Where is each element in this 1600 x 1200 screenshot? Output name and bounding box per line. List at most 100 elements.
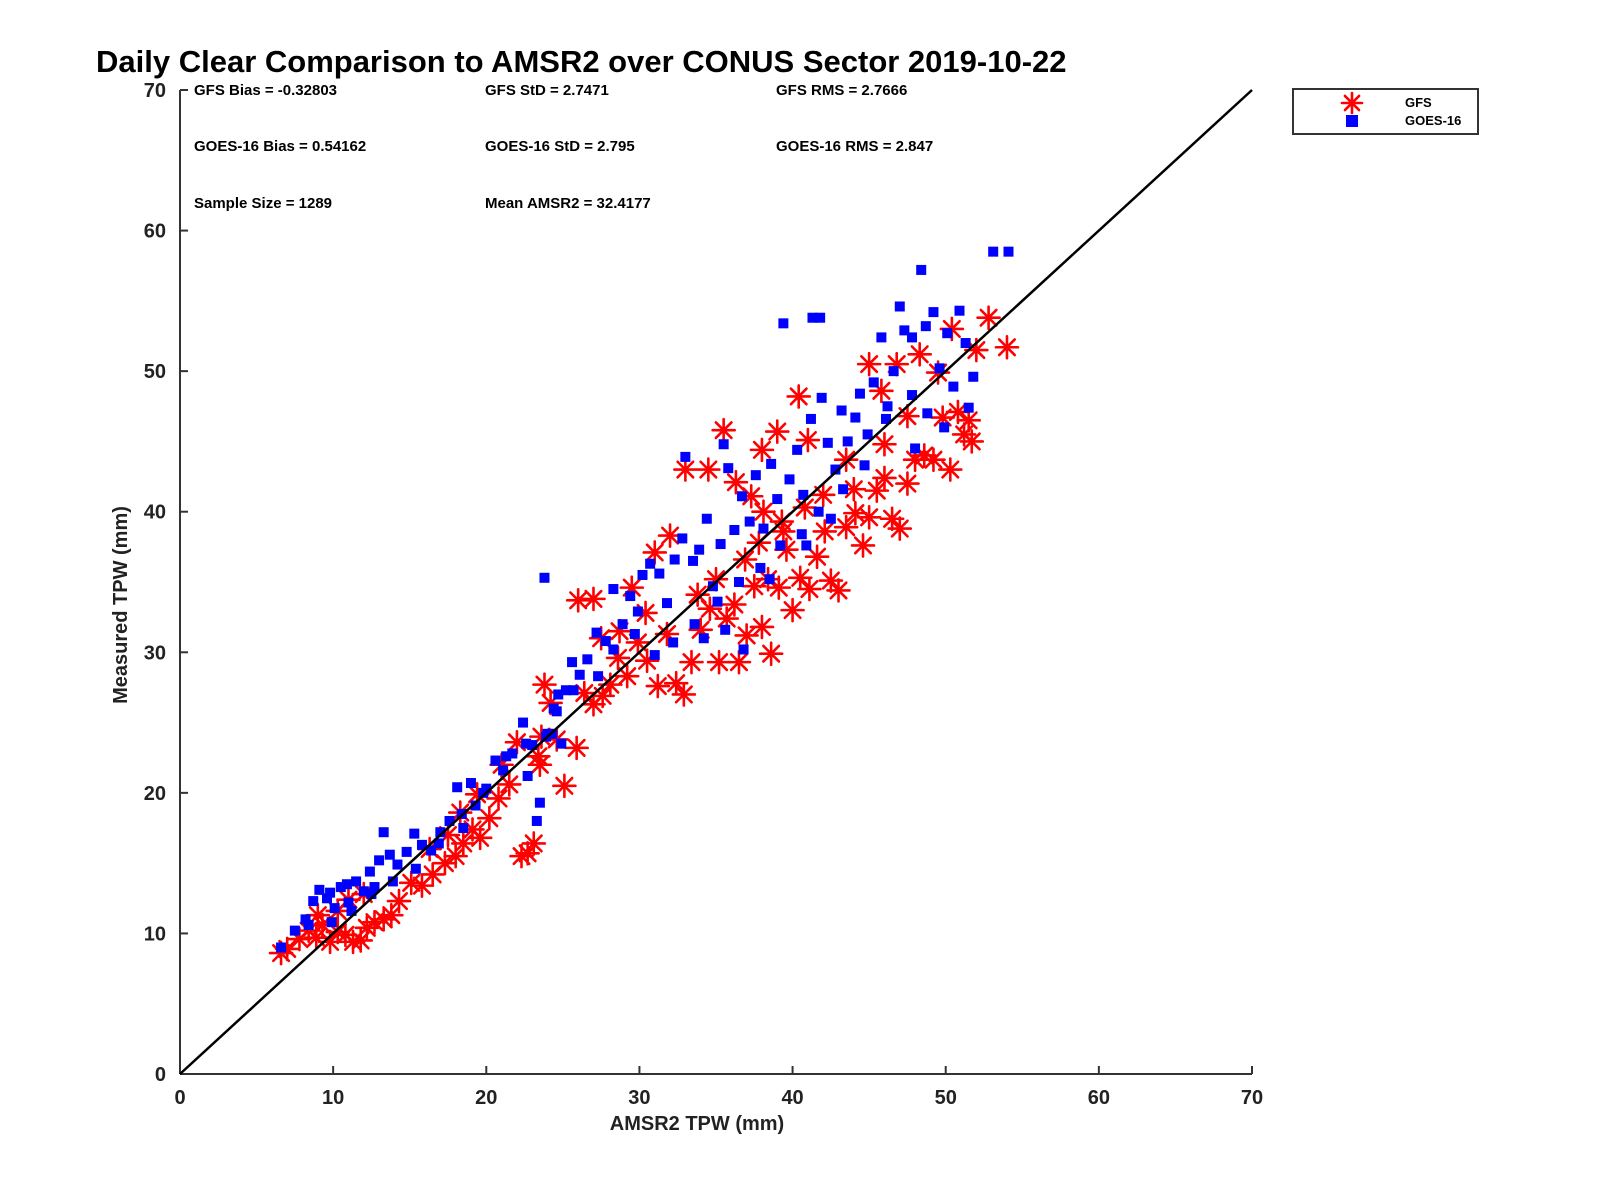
goes16-point xyxy=(574,669,585,680)
goes16-point xyxy=(960,338,971,349)
gfs-point xyxy=(645,673,671,699)
goes16-point xyxy=(822,437,833,448)
gfs-point xyxy=(938,457,963,482)
y-tick-label: 50 xyxy=(144,361,166,383)
goes16-point xyxy=(907,332,918,343)
goes16-point xyxy=(335,882,346,893)
goes16-point xyxy=(715,539,726,550)
gfs-point xyxy=(826,578,851,603)
goes16-point xyxy=(527,740,538,751)
goes16-point xyxy=(465,778,476,789)
series-gfs xyxy=(268,305,1020,966)
goes16-point xyxy=(600,636,611,647)
goes16-point xyxy=(409,828,420,839)
goes16-point xyxy=(392,859,403,870)
stat-gfs-std: GFS StD = 2.7471 xyxy=(485,82,609,99)
gfs-point xyxy=(663,670,689,696)
goes16-point xyxy=(384,849,395,860)
goes16-point xyxy=(325,887,336,898)
stat-gfs-rms: GFS RMS = 2.7666 xyxy=(776,82,907,99)
goes16-point xyxy=(677,533,688,544)
y-axis-label: Measured TPW (mm) xyxy=(110,506,132,704)
legend-label-goes16: GOES-16 xyxy=(1405,113,1461,128)
goes16-point xyxy=(364,866,375,877)
goes16-point xyxy=(410,863,421,874)
goes16-point xyxy=(560,685,571,696)
goes16-point xyxy=(750,470,761,481)
gfs-point xyxy=(976,305,1001,331)
gfs-point xyxy=(771,519,796,544)
goes16-point xyxy=(792,444,803,455)
goes16-point xyxy=(452,782,463,793)
goes16-point xyxy=(825,513,836,524)
goes16-point xyxy=(401,846,412,857)
goes16-point xyxy=(300,914,311,925)
gfs-point xyxy=(657,523,683,548)
goes16-point xyxy=(680,451,691,462)
gfs-point xyxy=(671,682,697,707)
goes16-point xyxy=(632,606,643,617)
legend: GFS GOES-16 xyxy=(1292,88,1479,135)
goes16-point xyxy=(854,388,865,399)
gfs-point xyxy=(764,419,790,444)
gfs-point xyxy=(732,547,758,572)
goes16-point xyxy=(720,624,731,635)
goes16-point xyxy=(920,321,931,332)
legend-gfs-asterisk-icon xyxy=(1340,91,1364,115)
gfs-point xyxy=(749,614,775,640)
goes16-point xyxy=(582,654,593,665)
stat-gfs-bias: GFS Bias = -0.32803 xyxy=(194,82,337,99)
goes16-point xyxy=(694,544,705,555)
goes16-point xyxy=(850,412,861,423)
gfs-point xyxy=(872,465,897,491)
goes16-point xyxy=(378,827,389,838)
goes16-point xyxy=(862,429,873,440)
tick-group: 0 10 20 30 40 50 60 70 0 10 20 30 40 50 60 70 xyxy=(144,80,1263,1109)
goes16-point xyxy=(661,598,672,609)
goes16-point xyxy=(668,637,679,648)
gfs-point xyxy=(706,649,732,675)
goes16-point xyxy=(772,494,783,505)
goes16-point xyxy=(807,312,818,323)
gfs-point xyxy=(787,565,813,591)
legend-goes16-square-icon xyxy=(1346,115,1358,127)
gfs-point xyxy=(443,843,468,869)
x-tick-label: 70 xyxy=(1241,1087,1263,1109)
goes16-point xyxy=(796,529,807,540)
goes16-point xyxy=(942,328,953,339)
goes16-point xyxy=(968,371,979,382)
goes16-point xyxy=(567,657,578,668)
goes16-point xyxy=(521,738,532,749)
goes16-point xyxy=(813,506,824,517)
goes16-point xyxy=(838,484,849,495)
goes16-point xyxy=(416,839,427,850)
gfs-point xyxy=(864,478,890,503)
stat-goes-rms: GOES-16 RMS = 2.847 xyxy=(776,138,933,155)
goes16-point xyxy=(801,540,812,551)
y-tick-label: 0 xyxy=(155,1064,166,1086)
gfs-point xyxy=(726,649,752,675)
stat-sample-size: Sample Size = 1289 xyxy=(194,195,332,212)
x-tick-label: 50 xyxy=(935,1087,957,1109)
gfs-point xyxy=(843,500,868,526)
gfs-point xyxy=(804,544,830,569)
goes16-point xyxy=(778,318,789,329)
goes16-point xyxy=(723,463,734,474)
goes16-point xyxy=(374,855,385,866)
goes16-point xyxy=(988,246,999,257)
gfs-point xyxy=(810,482,836,508)
gfs-point xyxy=(467,825,493,851)
goes16-point xyxy=(366,889,377,900)
legend-gfs-asterisk-shape xyxy=(1340,91,1364,115)
gfs-point xyxy=(749,437,775,463)
gfs-point xyxy=(564,735,589,761)
goes16-point xyxy=(308,896,319,907)
goes16-point xyxy=(963,402,974,413)
goes16-point xyxy=(842,436,853,447)
goes16-point xyxy=(426,845,437,856)
gfs-point xyxy=(532,672,557,697)
goes16-point xyxy=(729,524,740,535)
goes16-point xyxy=(608,584,619,595)
gfs-point xyxy=(685,582,710,607)
